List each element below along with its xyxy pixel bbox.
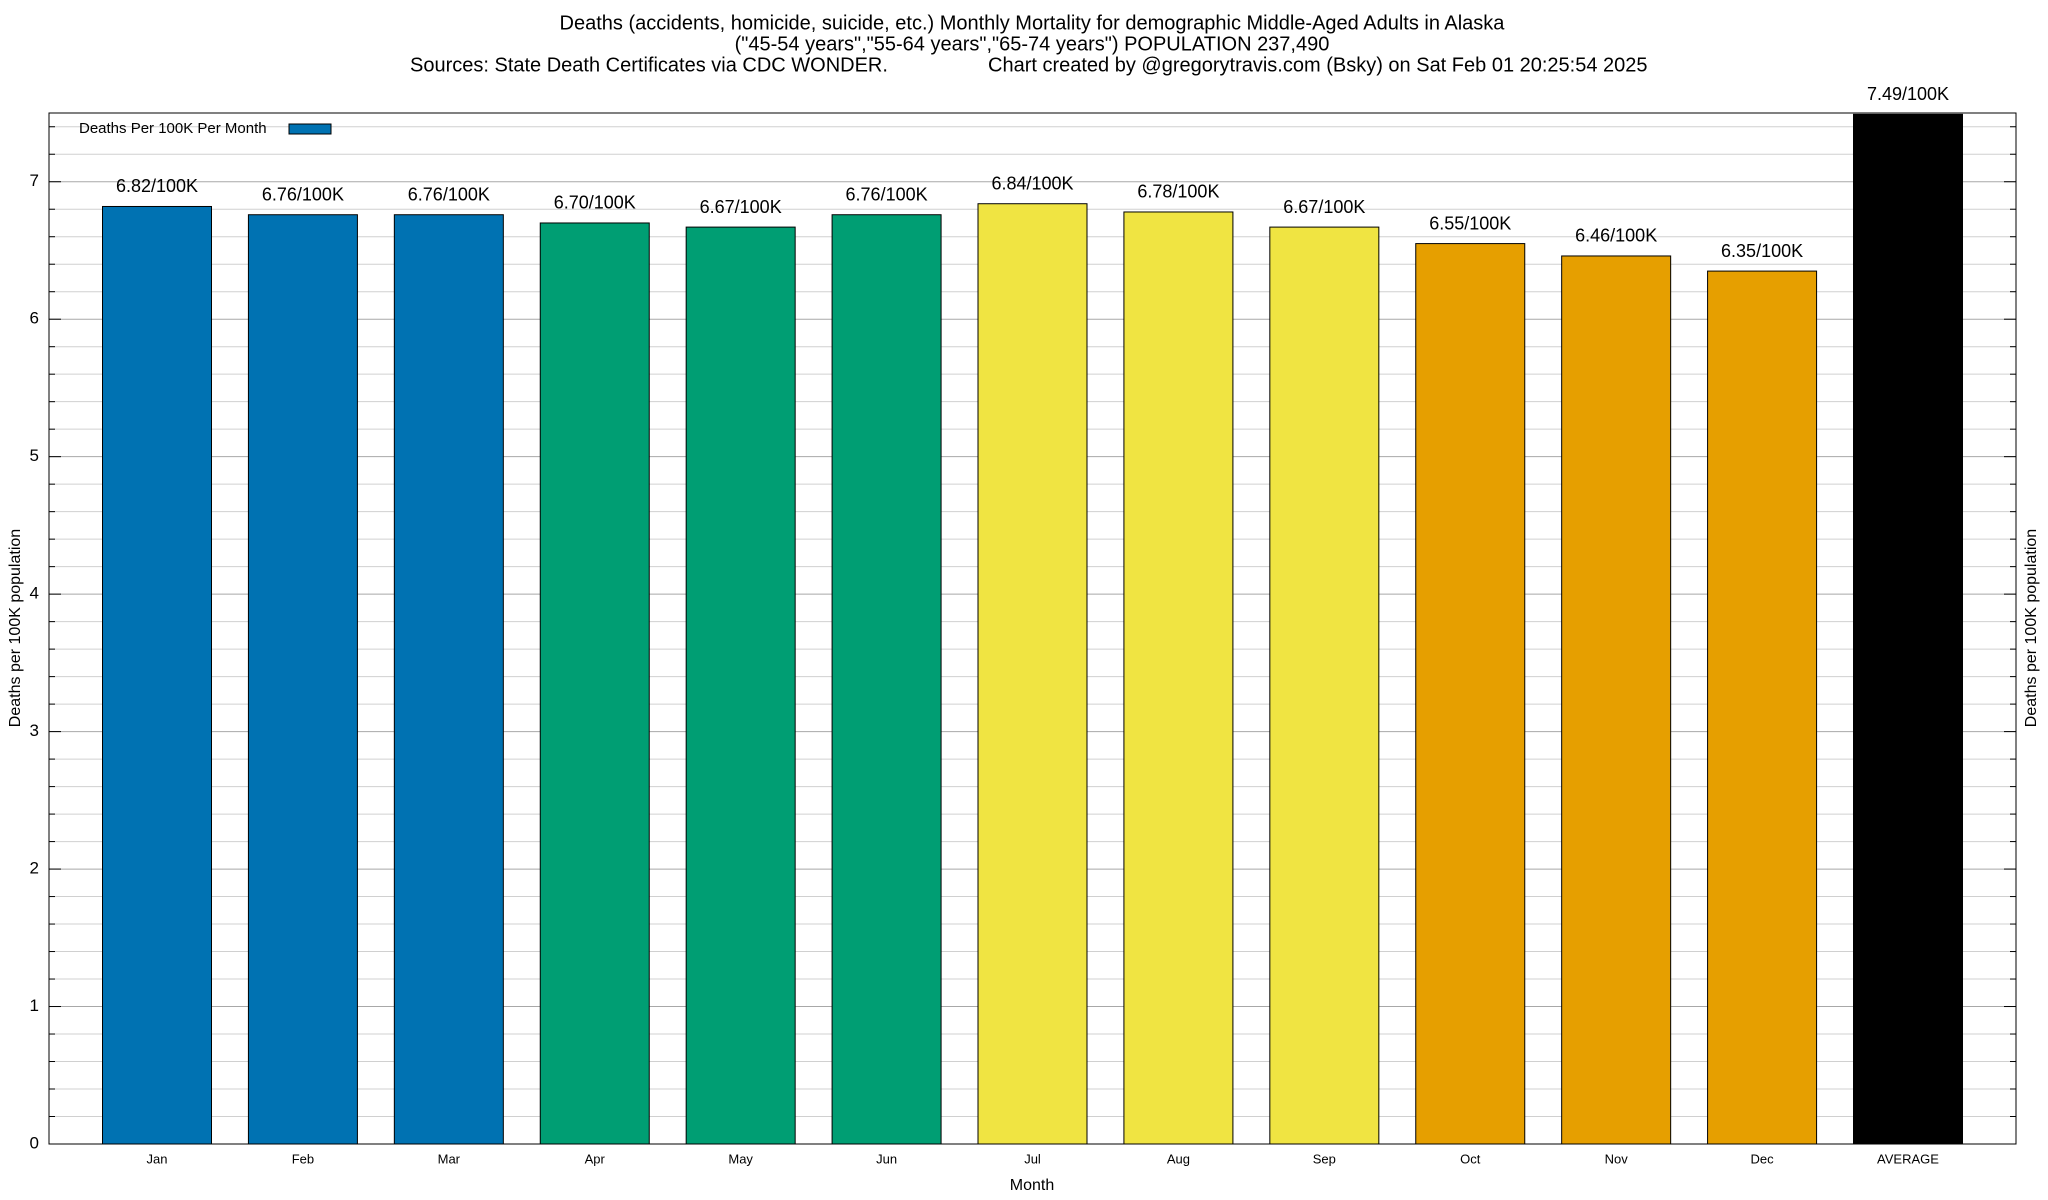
bar [1853, 113, 1963, 1145]
x-tick-label: Apr [585, 1151, 606, 1166]
x-tick-label: Feb [292, 1151, 314, 1166]
value-label: 6.67/100K [1283, 197, 1365, 217]
x-tick-label: Oct [1460, 1151, 1481, 1166]
value-label: 6.55/100K [1429, 213, 1511, 233]
y-tick-label: 3 [30, 721, 39, 740]
bar [539, 222, 650, 1145]
value-label: 6.67/100K [700, 197, 782, 217]
chart-subtitle: ("45-54 years","55-64 years","65-74 year… [735, 33, 1330, 55]
bar [1415, 243, 1526, 1145]
x-tick-label: Sep [1313, 1151, 1336, 1166]
x-tick-label: Aug [1167, 1151, 1190, 1166]
chart-source: Sources: State Death Certificates via CD… [410, 54, 888, 76]
bar [393, 214, 504, 1145]
y-tick-label: 6 [30, 309, 39, 328]
x-tick-label: Jun [876, 1151, 897, 1166]
value-label: 6.35/100K [1721, 241, 1803, 261]
y-axis-label: Deaths per 100K population [7, 529, 24, 727]
y2-axis-label: Deaths per 100K population [2023, 529, 2040, 727]
x-tick-label: Dec [1751, 1151, 1775, 1166]
x-tick-label: Mar [438, 1151, 461, 1166]
chart-title: Deaths (accidents, homicide, suicide, et… [560, 12, 1506, 34]
value-label: 7.49/100K [1867, 84, 1949, 104]
value-label: 6.76/100K [408, 184, 490, 204]
x-axis-label: Month [1010, 1177, 1054, 1194]
value-label: 6.76/100K [846, 184, 928, 204]
value-label: 6.78/100K [1137, 182, 1219, 202]
bar [102, 205, 212, 1145]
bar [831, 214, 942, 1145]
y-tick-label: 0 [30, 1133, 39, 1152]
value-label: 6.82/100K [116, 176, 198, 196]
value-label: 6.84/100K [991, 173, 1073, 193]
legend-label: Deaths Per 100K Per Month [79, 120, 267, 137]
x-tick-label: May [728, 1151, 753, 1166]
bar [1561, 255, 1672, 1145]
bar [977, 203, 1088, 1145]
chart-credit: Chart created by @gregorytravis.com (Bsk… [988, 54, 1648, 76]
legend-swatch [288, 123, 332, 135]
x-tick-label: AVERAGE [1877, 1151, 1939, 1166]
y-tick-label: 2 [30, 859, 39, 878]
y-tick-label: 1 [30, 996, 39, 1015]
x-tick-label: Nov [1605, 1151, 1629, 1166]
x-tick-label: Jan [147, 1151, 168, 1166]
y-tick-label: 5 [30, 446, 39, 465]
y-tick-label: 7 [30, 171, 39, 190]
bar [1269, 226, 1380, 1145]
value-label: 6.70/100K [554, 193, 636, 213]
plot-frame [48, 112, 2017, 1145]
x-tick-label: Jul [1024, 1151, 1041, 1166]
bar [1123, 211, 1234, 1145]
y-tick-label: 4 [30, 584, 39, 603]
value-label: 6.46/100K [1575, 226, 1657, 246]
bar [1707, 270, 1818, 1145]
bar [247, 214, 358, 1145]
bar [685, 226, 796, 1145]
value-label: 6.76/100K [262, 184, 344, 204]
